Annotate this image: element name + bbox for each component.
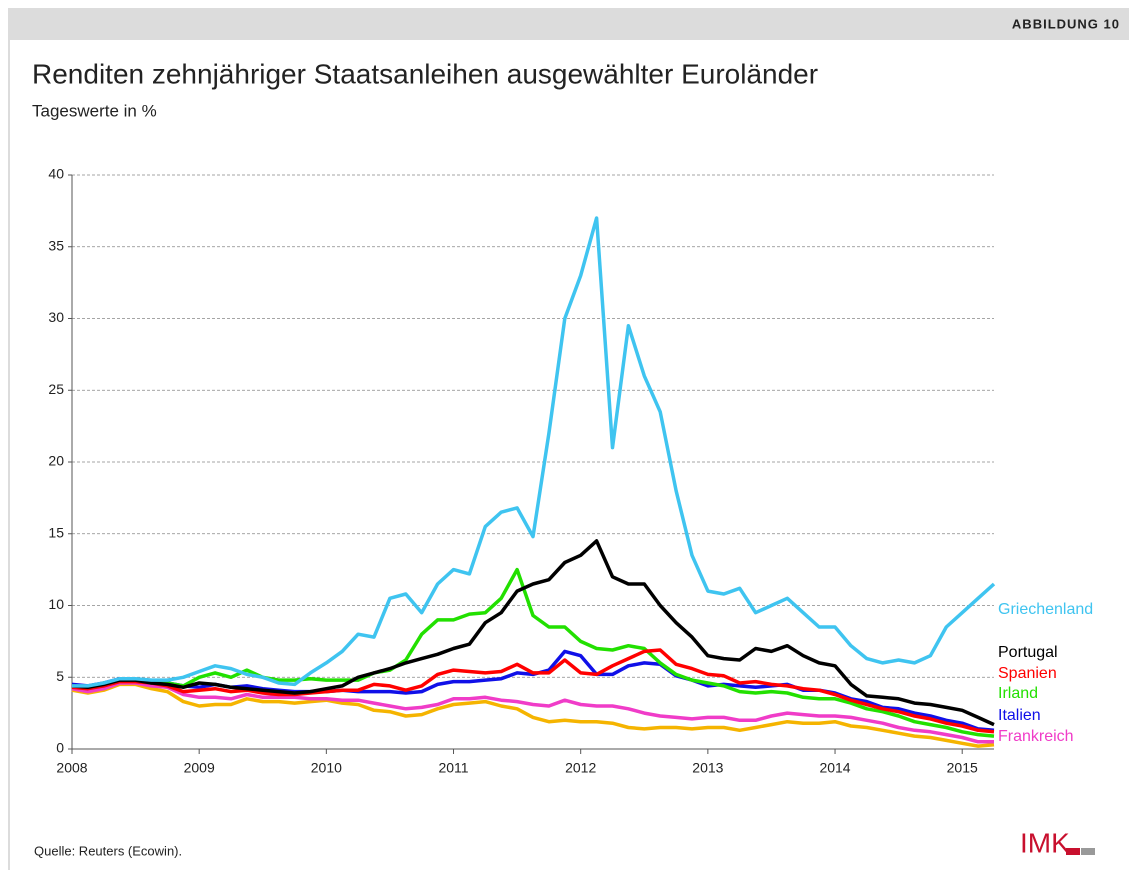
x-tick-label: 2008 [56, 760, 87, 776]
series-line [71, 539, 995, 727]
x-tick-label: 2012 [565, 760, 596, 776]
series-line [71, 567, 995, 738]
series-line [71, 648, 995, 734]
series-line [71, 682, 995, 748]
side-bar [8, 40, 10, 870]
series-line [72, 216, 996, 688]
legend-label: Portugal [998, 644, 1058, 661]
figure-label: ABBILDUNG 10 [1012, 16, 1120, 31]
x-tick-label: 2014 [819, 760, 850, 776]
header-bar [8, 8, 1129, 40]
x-tick-label: 2013 [692, 760, 723, 776]
chart-subtitle: Tageswerte in % [32, 101, 157, 120]
y-tick-label: 15 [48, 524, 64, 540]
plot: 0 5 10 15 20 25 30 35 40 2008 2009 2010 2011 2012 2013… [48, 166, 1093, 776]
y-tick-label: 20 [48, 453, 64, 469]
y-tick-label: 5 [56, 668, 64, 684]
legend-label: Italien [998, 707, 1041, 724]
chart-title: Renditen zehnjähriger Staatsanleihen aus… [32, 58, 818, 89]
x-tick-label: 2010 [311, 760, 342, 776]
legend-label: Irland [998, 685, 1038, 702]
y-tick-label: 0 [56, 740, 64, 756]
x-tick-label: 2011 [438, 760, 468, 776]
y-tick-label: 10 [48, 596, 64, 612]
logo: IMK [1020, 827, 1070, 858]
series-line [71, 681, 994, 744]
y-tick-label: 30 [48, 309, 64, 325]
logo-mark [1066, 848, 1080, 855]
legend-label: Griechenland [998, 601, 1093, 618]
legend-label: Frankreich [998, 728, 1074, 745]
y-tick-label: 40 [48, 166, 64, 182]
x-tick-label: 2009 [184, 760, 215, 776]
y-tick-label: 35 [48, 237, 64, 253]
logo-mark [1081, 848, 1095, 855]
y-tick-label: 25 [48, 381, 64, 397]
source: Quelle: Reuters (Ecowin). [34, 843, 182, 858]
x-tick-label: 2015 [947, 760, 978, 776]
legend-label: Spanien [998, 665, 1057, 682]
